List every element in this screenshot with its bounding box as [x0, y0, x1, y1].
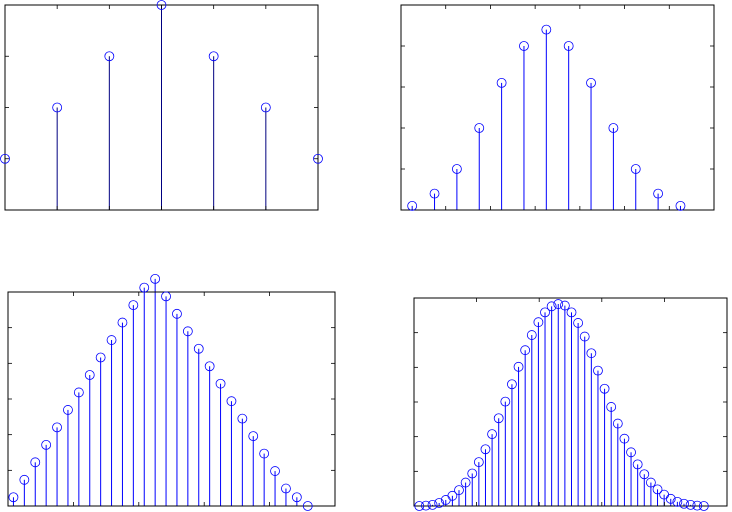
- stem-marker: [653, 188, 664, 199]
- stem-marker: [630, 164, 641, 174]
- stem-marker: [139, 282, 150, 293]
- stem-marker: [30, 457, 41, 468]
- stem-plot-top-left: [0, 0, 323, 211]
- stem-marker: [104, 51, 115, 62]
- stem-marker: [541, 24, 552, 35]
- stem-marker: [84, 370, 95, 380]
- stem-marker: [182, 326, 193, 337]
- stem-marker: [95, 352, 106, 363]
- stem-marker: [493, 413, 504, 424]
- stem-marker: [215, 378, 226, 389]
- stem-marker: [553, 299, 564, 309]
- stem-marker: [679, 498, 689, 509]
- stem-marker: [117, 317, 128, 328]
- stem-marker: [172, 308, 182, 319]
- stem-marker: [652, 484, 663, 495]
- stem-marker: [52, 422, 62, 433]
- stem-marker: [156, 0, 167, 10]
- stem-marker: [270, 466, 280, 476]
- stem-marker: [606, 402, 617, 412]
- stem-marker: [106, 335, 117, 345]
- stem-marker: [73, 387, 84, 398]
- stem-marker: [626, 447, 636, 458]
- stem-marker: [208, 51, 219, 62]
- stem-marker: [128, 300, 139, 311]
- stem-marker: [421, 500, 431, 511]
- stem-marker: [692, 500, 703, 511]
- stem-marker: [281, 483, 291, 494]
- stem-marker: [260, 102, 271, 113]
- stem-marker: [41, 439, 52, 450]
- stem-marker: [586, 78, 596, 88]
- stem-marker: [302, 501, 313, 511]
- stem-marker: [698, 501, 709, 511]
- stem-marker: [19, 474, 30, 485]
- stem-marker: [632, 459, 643, 470]
- stem-marker: [8, 492, 19, 503]
- stem-marker: [619, 433, 630, 444]
- stem-marker: [451, 164, 462, 174]
- stem-marker: [429, 188, 440, 199]
- stem-marker: [526, 330, 537, 340]
- stem-marker: [646, 477, 656, 488]
- stem-marker: [533, 317, 544, 328]
- stem-plot-top-right: [400, 4, 715, 211]
- axes-frame: [400, 4, 715, 211]
- stem-marker: [675, 200, 686, 211]
- stem-marker: [513, 361, 524, 372]
- stem-marker: [520, 345, 531, 356]
- stem-plot-bottom-left: [7, 273, 336, 511]
- stem-marker: [291, 492, 302, 503]
- stem-marker: [414, 501, 425, 511]
- stem-marker: [63, 405, 73, 415]
- stem-marker: [480, 444, 491, 455]
- stem-marker: [608, 123, 619, 133]
- stem-marker: [467, 468, 478, 479]
- stem-marker: [193, 343, 204, 354]
- stem-marker: [586, 348, 597, 359]
- stem-marker: [559, 300, 570, 311]
- stem-marker: [460, 477, 471, 488]
- stem-marker: [237, 413, 248, 424]
- stem-marker: [665, 493, 676, 504]
- stem-marker: [259, 448, 270, 459]
- stem-marker: [204, 361, 215, 372]
- stem-marker: [454, 485, 464, 496]
- stem-marker: [500, 396, 511, 407]
- stem-marker: [566, 307, 577, 318]
- stem-marker: [407, 200, 418, 211]
- stem-marker: [434, 498, 445, 508]
- axes-frame: [413, 297, 728, 507]
- stem-plot-bottom-right: [413, 297, 728, 511]
- stem-marker: [593, 365, 603, 376]
- stem-marker: [563, 41, 574, 51]
- stem-marker: [540, 307, 550, 318]
- stem-marker: [161, 291, 171, 302]
- stem-marker: [427, 499, 438, 510]
- stem-marker: [473, 457, 484, 468]
- stem-marker: [52, 102, 63, 113]
- stem-marker: [447, 490, 458, 501]
- stem-marker: [248, 431, 259, 442]
- stem-marker: [0, 153, 10, 164]
- stem-marker: [507, 379, 517, 390]
- stem-marker: [573, 318, 584, 328]
- stem-marker: [685, 499, 696, 510]
- stem-marker: [612, 418, 623, 429]
- stem-marker: [474, 123, 485, 133]
- stem-marker: [226, 396, 237, 407]
- stem-marker: [579, 331, 590, 342]
- stem-marker: [487, 429, 497, 440]
- stem-marker: [150, 273, 161, 284]
- stem-marker: [639, 469, 650, 480]
- stem-marker: [599, 383, 610, 394]
- stem-marker: [672, 496, 683, 507]
- stem-marker: [496, 78, 507, 88]
- stem-marker: [313, 153, 323, 164]
- stem-marker: [519, 41, 529, 51]
- stem-marker: [546, 301, 557, 312]
